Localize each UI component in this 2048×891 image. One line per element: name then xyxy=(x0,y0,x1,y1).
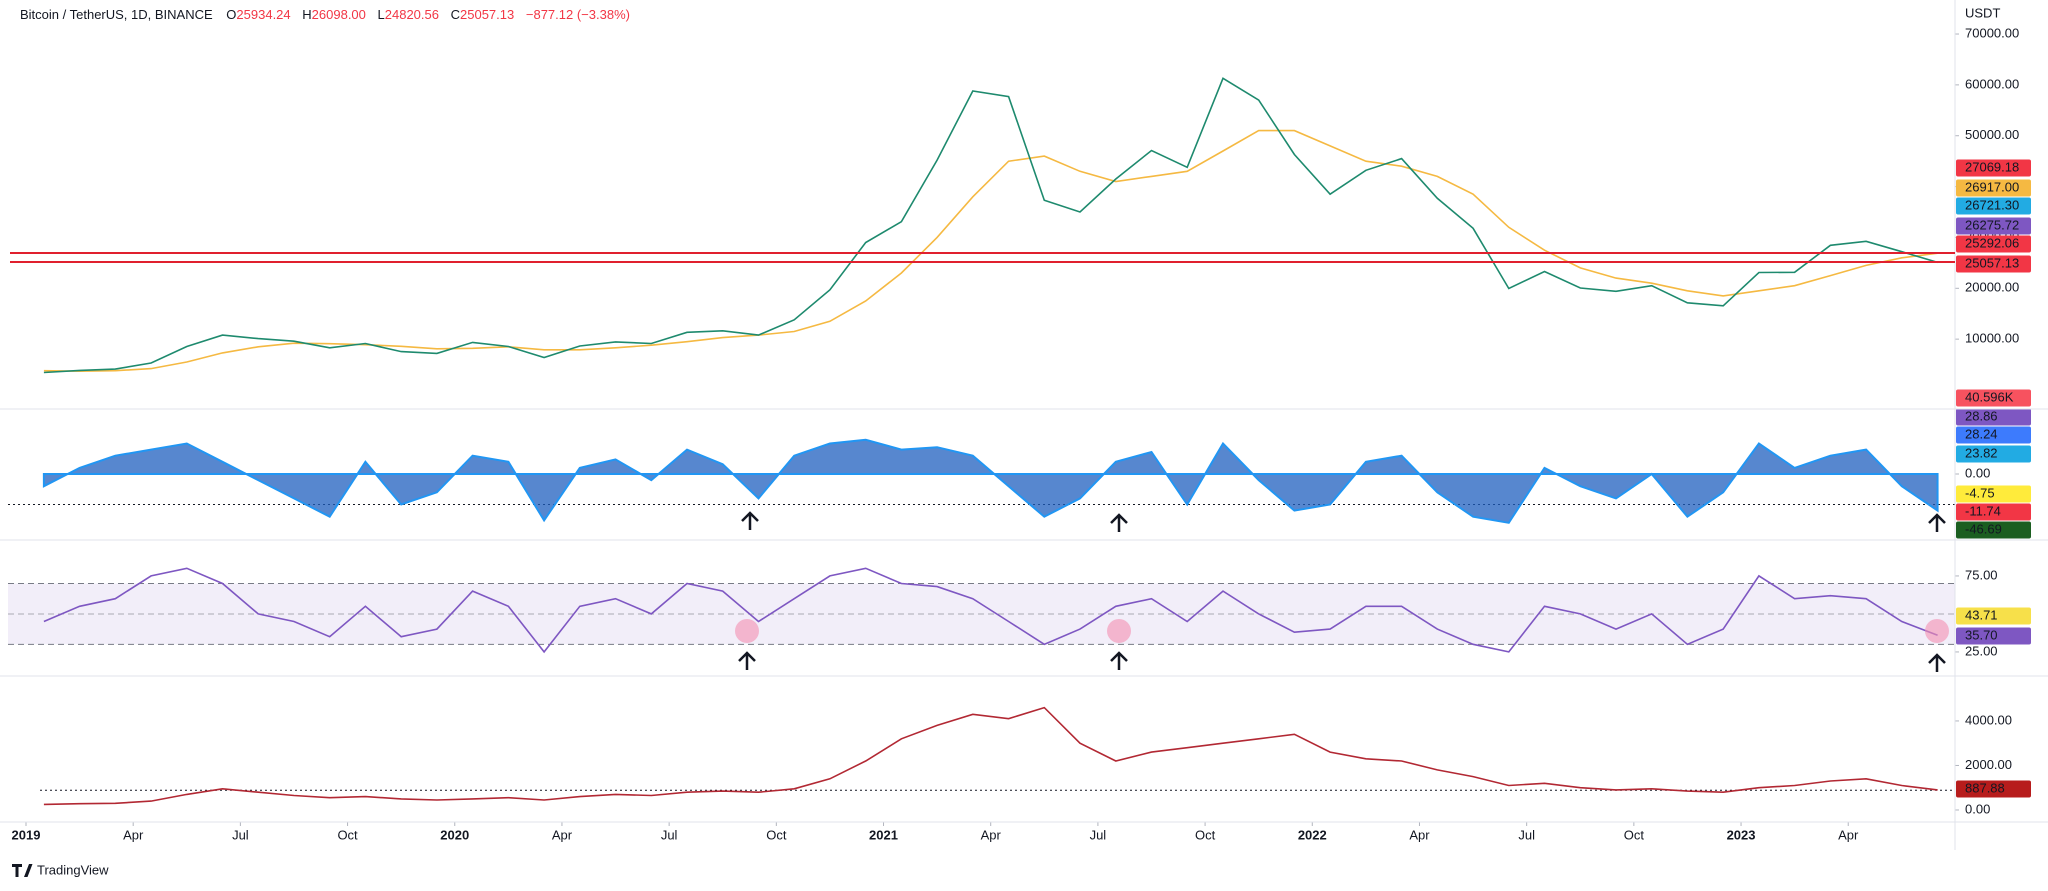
panes: 2019 Apr Jul Oct 2020 Apr Jul Oct 2021 Apr Jul Oct 2… xyxy=(8,25,2031,842)
price-tag xyxy=(1956,217,2031,235)
highlight xyxy=(735,619,759,643)
low-label: L xyxy=(378,7,385,22)
price-tag-label: 25292.06 xyxy=(1965,235,2019,250)
x-tick-label: 2020 xyxy=(440,827,469,842)
price-tag xyxy=(1956,389,2031,407)
price-tag-label: 25057.13 xyxy=(1965,255,2019,270)
price-tag-label: 43.71 xyxy=(1965,607,1998,622)
price-tag xyxy=(1956,235,2031,253)
y-tick-label: 25.00 xyxy=(1965,643,1998,658)
brand-logo xyxy=(12,864,33,877)
y-tick-label: 4000.00 xyxy=(1965,712,2012,727)
x-tick-label: Jul xyxy=(1090,827,1107,842)
y-tick-label: 0.00 xyxy=(1965,465,1990,480)
brand-name: TradingView xyxy=(37,862,109,877)
x-tick-label: Jul xyxy=(661,827,678,842)
price-tag-label: 35.70 xyxy=(1965,627,1998,642)
price-tag xyxy=(1956,521,2031,539)
area xyxy=(42,438,1939,524)
arrow xyxy=(1928,653,1946,672)
x-tick-label: Jul xyxy=(1518,827,1535,842)
annotations xyxy=(738,511,1946,672)
y-tick-label: 70000.00 xyxy=(1965,25,2019,40)
price-tag xyxy=(1956,408,2031,426)
x-tick-label: Apr xyxy=(981,827,1002,842)
brand: TradingView xyxy=(12,862,109,877)
price-tag-label: 26275.72 xyxy=(1965,217,2019,232)
symbol: Bitcoin / TetherUS, 1D, BINANCE xyxy=(20,7,213,22)
price-tag-label: -11.74 xyxy=(1965,503,2001,518)
price-tag-label: -46.69 xyxy=(1965,521,2002,536)
change: −877.12 (−3.38%) xyxy=(526,7,630,22)
arrow xyxy=(1928,513,1946,532)
price-tag-label: 23.82 xyxy=(1965,445,1998,460)
price-tag-label: 27069.18 xyxy=(1965,159,2019,174)
x-tick-label: Apr xyxy=(1838,827,1859,842)
x-tick-label: Jul xyxy=(232,827,249,842)
x-tick-label: 2021 xyxy=(869,827,898,842)
y-tick-label: 60000.00 xyxy=(1965,76,2019,91)
highlight xyxy=(1925,619,1949,643)
arrow xyxy=(1110,513,1128,532)
x-tick-label: Apr xyxy=(123,827,144,842)
y-tick-label: 75.00 xyxy=(1965,567,1998,582)
price-tag xyxy=(1956,780,2031,798)
high-label: H xyxy=(302,7,311,22)
x-tick-label: Oct xyxy=(1195,827,1216,842)
highlight xyxy=(1107,619,1131,643)
arrow xyxy=(741,511,759,530)
price-tag xyxy=(1956,485,2031,503)
price-tag-label: -4.75 xyxy=(1965,485,1995,500)
x-tick-label: 2022 xyxy=(1298,827,1327,842)
y-tick-label: 2000.00 xyxy=(1965,757,2012,772)
x-tick-label: Apr xyxy=(552,827,573,842)
price-tag xyxy=(1956,607,2031,625)
price-tag xyxy=(1956,627,2031,645)
arrow xyxy=(738,651,756,670)
line xyxy=(43,706,1938,806)
legend-header: Bitcoin / TetherUS, 1D, BINANCE O25934.2… xyxy=(20,7,630,22)
x-tick-label: Oct xyxy=(337,827,358,842)
price-tag xyxy=(1956,197,2031,215)
y-tick-label: 20000.00 xyxy=(1965,280,2019,295)
low-value: 24820.56 xyxy=(385,7,439,22)
price-tag xyxy=(1956,445,2031,463)
x-tick-label: Oct xyxy=(1624,827,1645,842)
open-value: 25934.24 xyxy=(236,7,290,22)
price-unit: USDT xyxy=(1965,5,2000,20)
line xyxy=(43,77,1938,374)
price-tag xyxy=(1956,255,2031,273)
x-tick-label: 2019 xyxy=(12,827,41,842)
price-tag xyxy=(1956,179,2031,197)
price-tag xyxy=(1956,426,2031,444)
arrow xyxy=(1110,651,1128,670)
open-label: O xyxy=(226,7,236,22)
price-tag-label: 28.24 xyxy=(1965,426,1998,441)
price-tag xyxy=(1956,159,2031,177)
x-tick-label: Oct xyxy=(766,827,787,842)
line xyxy=(43,567,1938,654)
price-tag-label: 887.88 xyxy=(1965,780,2005,795)
x-tick-label: Apr xyxy=(1409,827,1430,842)
price-tag-label: 26721.30 xyxy=(1965,197,2019,212)
price-tag-label: 28.86 xyxy=(1965,408,1998,423)
price-tag-label: 26917.00 xyxy=(1965,179,2019,194)
close-label: C xyxy=(451,7,460,22)
price-tag-label: 40.596K xyxy=(1965,389,2014,404)
price-tag xyxy=(1956,503,2031,521)
y-tick-label: 0.00 xyxy=(1965,801,1990,816)
x-tick-label: 2023 xyxy=(1727,827,1756,842)
y-tick-label: 50000.00 xyxy=(1965,127,2019,142)
high-value: 26098.00 xyxy=(312,7,366,22)
close-value: 25057.13 xyxy=(460,7,514,22)
y-tick-label: 10000.00 xyxy=(1965,331,2019,346)
